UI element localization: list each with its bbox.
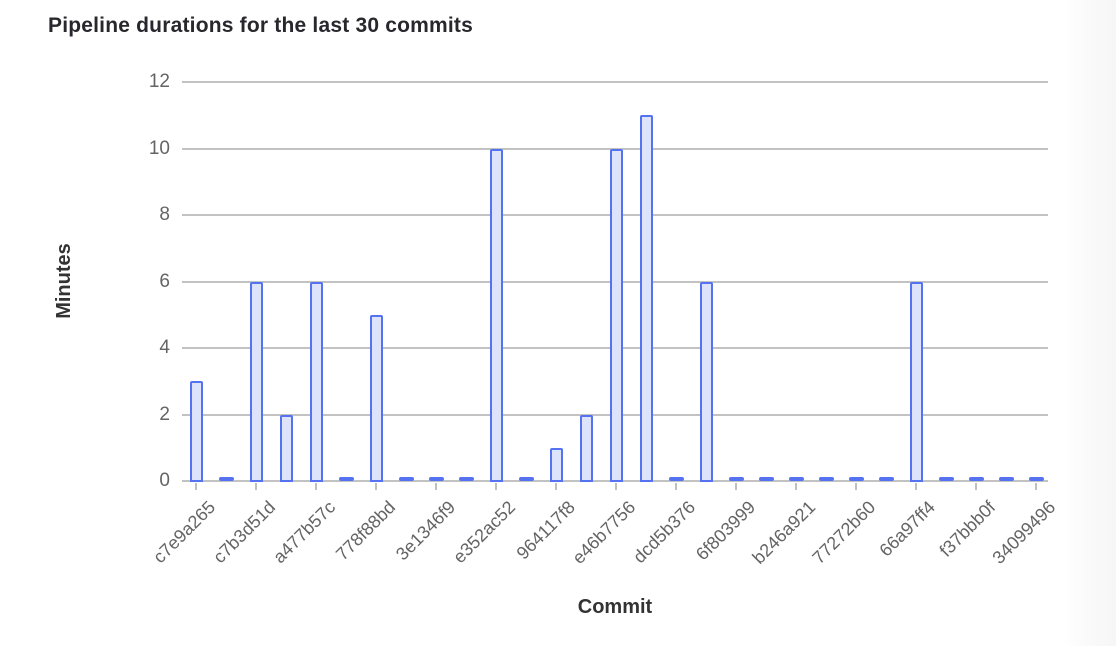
x-axis-tick <box>1035 483 1037 490</box>
x-axis-tick <box>675 483 677 490</box>
x-axis-tick-label: c7e9a265 <box>149 497 220 568</box>
x-axis-tick <box>315 483 317 490</box>
duration-bar[interactable] <box>279 414 293 482</box>
x-axis-tick <box>975 483 977 490</box>
duration-bar[interactable] <box>309 281 323 482</box>
x-axis-tick-label: b246a921 <box>748 497 820 568</box>
zero-duration-bar[interactable] <box>818 477 834 481</box>
chart-title: Pipeline durations for the last 30 commi… <box>48 14 473 37</box>
y-axis-tick-label: 12 <box>148 71 170 92</box>
zero-duration-bar[interactable] <box>1028 477 1044 481</box>
x-axis-tick <box>795 483 797 490</box>
x-axis-tick-label: c7b3d51d <box>209 497 280 568</box>
gridline <box>182 81 1048 83</box>
x-axis-tick <box>915 483 917 490</box>
zero-duration-bar[interactable] <box>218 477 234 481</box>
x-axis-tick-label: 778f88bd <box>331 497 400 565</box>
zero-duration-bar[interactable] <box>458 477 474 481</box>
duration-bar[interactable] <box>489 148 503 482</box>
zero-duration-bar[interactable] <box>398 477 414 481</box>
duration-bar[interactable] <box>249 281 263 482</box>
zero-duration-bar[interactable] <box>878 477 894 481</box>
y-axis-tick-label: 4 <box>159 337 170 358</box>
x-axis-tick-label: 34099496 <box>988 497 1060 568</box>
page-background-strip <box>1067 0 1116 646</box>
y-axis-title: Minutes <box>53 243 75 319</box>
x-axis-tick-label: 3e1346f9 <box>391 497 460 565</box>
duration-bar[interactable] <box>549 447 563 482</box>
zero-duration-bar[interactable] <box>728 477 744 481</box>
zero-duration-bar[interactable] <box>518 477 534 481</box>
zero-duration-bar[interactable] <box>998 477 1014 481</box>
x-axis-tick <box>375 483 377 490</box>
x-axis-tick-label: 77272b60 <box>808 497 880 568</box>
y-axis-tick-label: 0 <box>159 470 170 491</box>
duration-bar[interactable] <box>369 314 383 482</box>
duration-bar[interactable] <box>639 115 653 482</box>
x-axis-tick-label: e352ac52 <box>449 497 520 568</box>
x-axis-title: Commit <box>577 596 653 618</box>
y-axis-tick-label: 8 <box>159 204 170 225</box>
x-axis-tick <box>615 483 617 490</box>
duration-bar[interactable] <box>189 381 203 482</box>
x-axis-tick <box>495 483 497 490</box>
y-axis-tick-label: 2 <box>159 403 170 425</box>
y-axis-tick-label: 6 <box>159 270 170 292</box>
x-axis-tick <box>435 483 437 490</box>
x-axis-tick-label: e46b7756 <box>568 497 640 568</box>
x-axis-tick <box>555 483 557 490</box>
duration-bar[interactable] <box>699 281 713 482</box>
zero-duration-bar[interactable] <box>758 477 774 481</box>
duration-bar[interactable] <box>909 281 923 482</box>
x-axis-tick <box>195 483 197 490</box>
duration-bar[interactable] <box>609 148 623 482</box>
zero-duration-bar[interactable] <box>428 477 444 481</box>
x-axis-tick-label: 66a97ff4 <box>875 497 940 561</box>
zero-duration-bar[interactable] <box>968 477 984 481</box>
zero-duration-bar[interactable] <box>668 477 684 481</box>
x-axis-tick-label: a477b57c <box>269 497 340 568</box>
zero-duration-bar[interactable] <box>848 477 864 481</box>
x-axis-tick <box>735 483 737 490</box>
x-axis-tick <box>255 483 257 490</box>
zero-duration-bar[interactable] <box>938 477 954 481</box>
x-axis-tick-label: dcd5b376 <box>629 497 700 568</box>
zero-duration-bar[interactable] <box>788 477 804 481</box>
zero-duration-bar[interactable] <box>338 477 354 481</box>
duration-bar[interactable] <box>579 414 593 482</box>
x-axis-tick <box>855 483 857 490</box>
y-axis-tick-label: 10 <box>148 137 170 159</box>
